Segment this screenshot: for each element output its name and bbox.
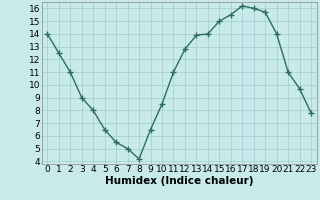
- X-axis label: Humidex (Indice chaleur): Humidex (Indice chaleur): [105, 176, 253, 186]
